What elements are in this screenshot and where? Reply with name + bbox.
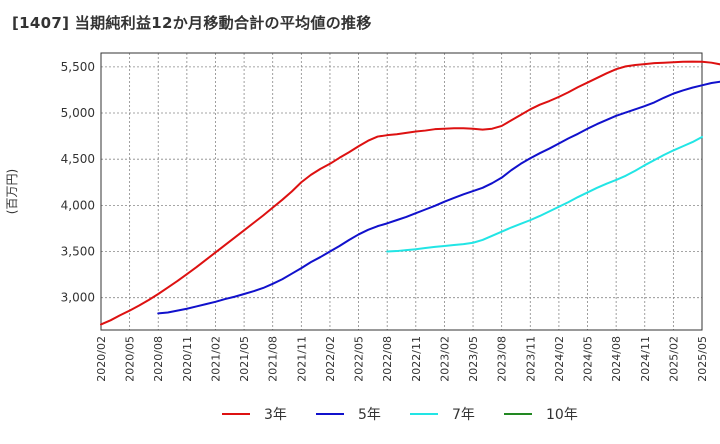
- x-tick-label: 2020/02: [95, 336, 108, 382]
- y-tick-label: 4,500: [61, 152, 95, 166]
- legend-label-1: 3年: [264, 407, 287, 423]
- x-tick-label: 2020/05: [124, 336, 137, 382]
- x-tick-label: 2023/11: [524, 336, 537, 382]
- x-tick-label: 2021/11: [295, 336, 308, 382]
- x-tick-label: 2025/02: [667, 336, 680, 382]
- x-tick-label: 2024/11: [639, 336, 652, 382]
- x-tick-label: 2020/11: [181, 336, 194, 382]
- x-tick-label: 2023/08: [496, 336, 509, 382]
- y-tick-label: 5,000: [61, 106, 95, 120]
- series-line-3: [386, 136, 703, 253]
- y-tick-label: 5,500: [61, 60, 95, 74]
- series-line-2: [157, 80, 720, 315]
- legend-label-2: 5年: [358, 407, 381, 423]
- chart-title: [1407] 当期純利益12か月移動合計の平均値の推移: [12, 14, 372, 32]
- x-tick-label: 2023/05: [467, 336, 480, 382]
- x-tick-label: 2024/02: [553, 336, 566, 382]
- x-tick-label: 2024/05: [582, 336, 595, 382]
- x-tick-label: 2020/08: [152, 336, 165, 382]
- x-tick-label: 2023/02: [438, 336, 451, 382]
- legend-label-4: 10年: [546, 407, 578, 423]
- x-tick-label: 2021/02: [209, 336, 222, 382]
- y-tick-label: 4,000: [61, 198, 95, 212]
- x-tick-label: 2022/11: [410, 336, 423, 382]
- y-tick-label: 3,500: [61, 245, 95, 259]
- y-axis-label: (百万円): [5, 169, 19, 214]
- x-tick-label: 2021/05: [238, 336, 251, 382]
- x-tick-label: 2021/08: [267, 336, 280, 382]
- x-tick-label: 2022/08: [381, 336, 394, 382]
- series-line-1: [100, 60, 720, 326]
- legend-label-3: 7年: [452, 407, 475, 423]
- y-tick-label: 3,000: [61, 291, 95, 305]
- x-tick-label: 2022/02: [324, 336, 337, 382]
- plot-area: [101, 53, 702, 330]
- x-tick-label: 2025/05: [696, 336, 709, 382]
- plot-frame: [100, 52, 703, 331]
- x-tick-label: 2024/08: [610, 336, 623, 382]
- x-tick-label: 2022/05: [353, 336, 366, 382]
